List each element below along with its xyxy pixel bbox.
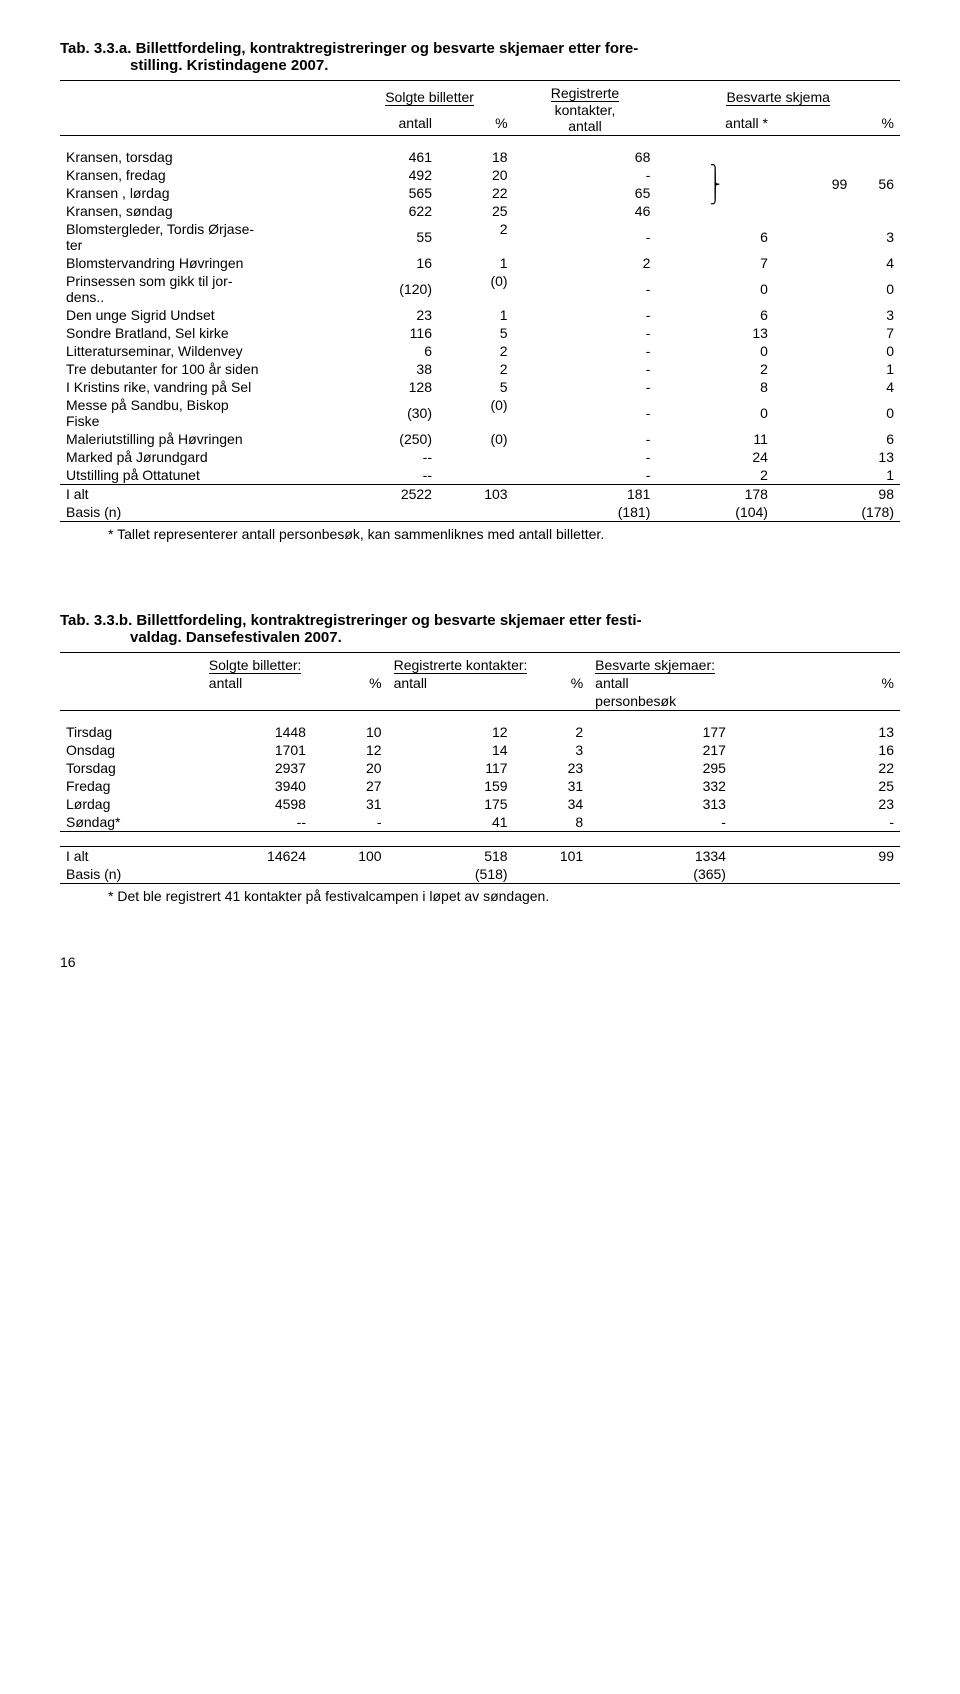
table-b-title: Tab. 3.3.b. Billettfordeling, kontraktre… — [60, 612, 900, 646]
table-row: Fredag 3940 27 159 31 332 25 — [60, 777, 900, 795]
table-b-header: Solgte billetter: Registrerte kontakter:… — [60, 652, 900, 711]
table-row-total: I alt 14624 100 518 101 1334 99 — [60, 847, 900, 866]
table-row: Litteraturseminar, Wildenvey 6 2 - 0 0 — [60, 342, 900, 360]
hdr-antall-1: antall — [346, 110, 438, 135]
hdr-registrerte: Registrertekontakter,antall — [514, 81, 657, 136]
title-a-line2: stilling. Kristindagene 2007. — [130, 57, 900, 74]
table-row-basis: Basis (n) (181) (104) (178) — [60, 503, 900, 522]
table-row: Den unge Sigrid Undset 23 1 - 6 3 — [60, 306, 900, 324]
table-row: Lørdag 4598 31 175 34 313 23 — [60, 795, 900, 813]
table-row: Marked på Jørundgard -- - 24 13 — [60, 448, 900, 466]
table-row: Torsdag 2937 20 117 23 295 22 — [60, 759, 900, 777]
title-b-line1: Tab. 3.3.b. Billettfordeling, kontraktre… — [60, 612, 642, 629]
table-row: Blomstervandring Høvringen 16 1 2 7 4 — [60, 254, 900, 272]
table-row: I Kristins rike, vandring på Sel 128 5 -… — [60, 378, 900, 396]
hdr-b-registrerte: Registrerte kontakter: — [388, 653, 590, 675]
table-row: Blomstergleder, Tordis Ørjase-ter 55 2 -… — [60, 220, 900, 254]
table-a-footnote: * Tallet representerer antall personbesø… — [108, 526, 900, 542]
hdr-besvarte: Besvarte skjema — [656, 81, 900, 111]
title-a-line1: Tab. 3.3.a. Billettfordeling, kontraktre… — [60, 40, 638, 57]
table-row: Søndag* -- - 41 8 - - — [60, 813, 900, 832]
table-a-title: Tab. 3.3.a. Billettfordeling, kontraktre… — [60, 40, 900, 74]
table-row: Maleriutstilling på Høvringen (250) (0) … — [60, 430, 900, 448]
table-a-header: Solgte billetter Registrertekontakter,an… — [60, 80, 900, 136]
table-row: Tirsdag 1448 10 12 2 177 13 — [60, 723, 900, 741]
table-row: Utstilling på Ottatunet -- - 2 1 — [60, 466, 900, 485]
table-row: Onsdag 1701 12 14 3 217 16 — [60, 741, 900, 759]
table-row-total: I alt 2522 103 181 178 98 — [60, 485, 900, 504]
hdr-b-besvarte: Besvarte skjemaer: — [589, 653, 900, 675]
table-row: Messe på Sandbu, BiskopFiske (30) (0) - … — [60, 396, 900, 430]
table-row: Prinsessen som gikk til jor-dens.. (120)… — [60, 272, 900, 306]
table-b-body: Tirsdag 1448 10 12 2 177 13 Onsdag 1701 … — [60, 723, 900, 884]
hdr-pct-2: % — [774, 110, 900, 135]
table-b-footnote: * Det ble registrert 41 kontakter på fes… — [108, 888, 900, 904]
title-b-line2: valdag. Dansefestivalen 2007. — [130, 629, 900, 646]
hdr-pct-1: % — [438, 110, 514, 135]
hdr-b-solgte: Solgte billetter: — [203, 653, 388, 675]
table-a-body: Kransen, torsdag 461 18 68 ⎫⎪⎬⎪⎭ 99 56 K… — [60, 148, 900, 522]
table-row: Sondre Bratland, Sel kirke 116 5 - 13 7 — [60, 324, 900, 342]
table-row-basis: Basis (n) (518) (365) — [60, 865, 900, 884]
hdr-solgte: Solgte billetter — [346, 81, 514, 111]
brace-cell: ⎫⎪⎬⎪⎭ — [656, 148, 774, 220]
hdr-antall-star: antall * — [656, 110, 774, 135]
table-row: Tre debutanter for 100 år siden 38 2 - 2… — [60, 360, 900, 378]
curly-brace-icon: ⎫⎪⎬⎪⎭ — [662, 169, 768, 199]
page-number: 16 — [60, 954, 900, 970]
table-row: Kransen, torsdag 461 18 68 ⎫⎪⎬⎪⎭ 99 56 — [60, 148, 900, 166]
